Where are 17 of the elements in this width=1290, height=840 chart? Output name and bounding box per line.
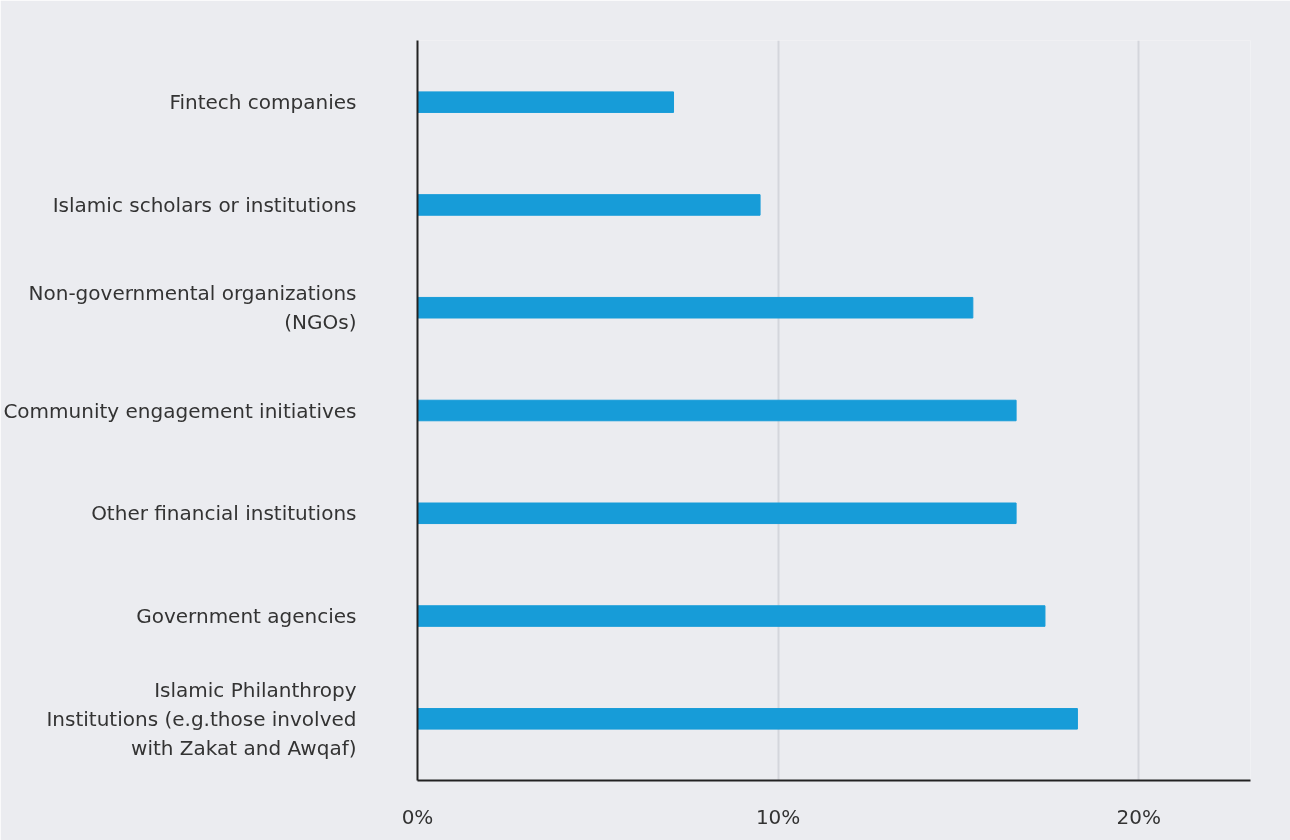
y-tick-label: Fintech companies: [169, 90, 357, 115]
y-tick-label: Other financial institutions: [91, 501, 357, 526]
bar: [417, 91, 675, 113]
x-tick-label: 10%: [755, 804, 801, 829]
bar: [417, 399, 1017, 422]
x-tick-label: 20%: [1116, 804, 1161, 829]
x-tick-label: 0%: [401, 804, 434, 829]
y-tick-label: Islamic scholars or institutions: [52, 192, 357, 217]
y-tick-label: Islamic Philanthropy Institutions (e.g.those involved with Zakat and Awqaf): [46, 678, 357, 760]
bar: [417, 708, 1078, 730]
bar: [417, 296, 974, 319]
y-tick-label: Government agencies: [136, 604, 357, 629]
bar: [417, 502, 1017, 525]
y-tick-label: Community engagement initiatives: [3, 398, 357, 423]
bar: [417, 605, 1046, 627]
bar: [417, 194, 761, 216]
y-tick-label: Non-governmental organizations (NGOs): [28, 281, 357, 335]
